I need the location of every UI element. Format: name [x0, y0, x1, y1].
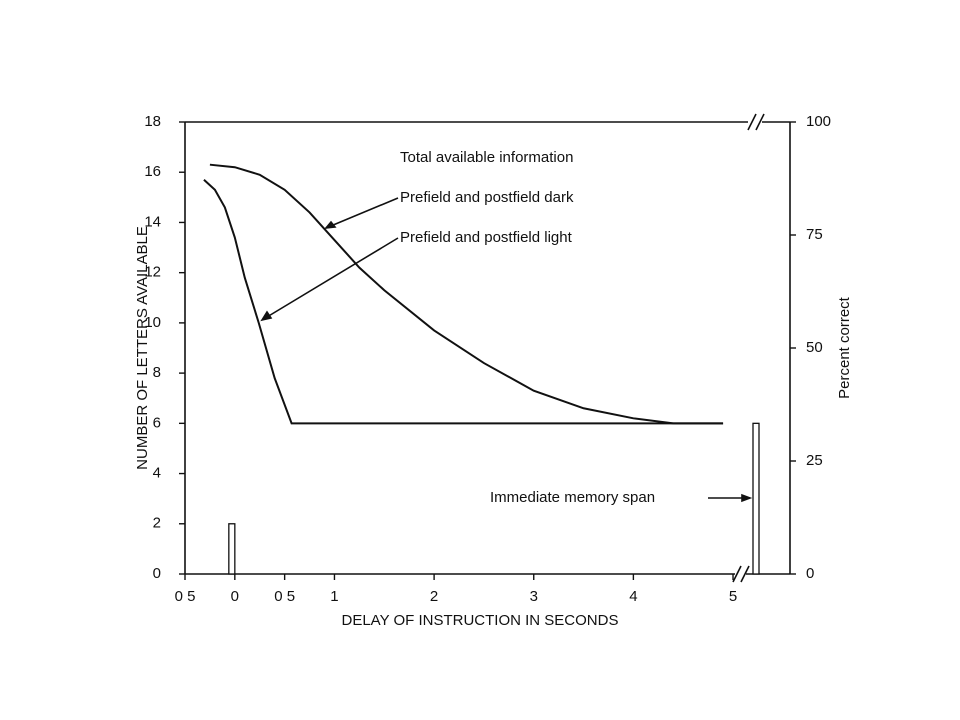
x-tick-label: 1 [330, 588, 338, 605]
y-tick-label: 8 [153, 364, 161, 381]
x-tick-label: 0 5 [175, 588, 196, 605]
series-line [203, 179, 724, 425]
legend-label: Prefield and postfield light [400, 229, 573, 246]
y-tick-label: 16 [144, 163, 161, 180]
annotation: Total available information [400, 149, 573, 166]
annotation: Immediate memory span [490, 489, 655, 506]
y2-tick-label: 50 [806, 339, 823, 356]
y-tick-label: 4 [153, 465, 161, 482]
y2-tick-label: 100 [806, 113, 831, 130]
y-tick-label: 18 [144, 113, 161, 130]
y-tick-label: 10 [144, 314, 161, 331]
x-tick-label: 4 [629, 588, 637, 605]
x-axis-title: DELAY OF INSTRUCTION IN SECONDS [342, 612, 619, 629]
y-axis-title: NUMBER OF LETTERS AVAILABLE [134, 226, 151, 470]
arrows [260, 197, 753, 503]
y2-axis-title: Percent correct [836, 296, 853, 399]
y-tick-label: 6 [153, 414, 161, 431]
series-line [209, 163, 724, 425]
y-tick-label: 0 [153, 565, 161, 582]
memory-span-bar [752, 422, 760, 575]
y-tick-label: 12 [144, 264, 161, 281]
x-tick-label: 3 [530, 588, 538, 605]
y2-tick-label: 0 [806, 565, 814, 582]
legend-label: Prefield and postfield dark [400, 189, 574, 206]
x-tick-label: 5 [729, 588, 737, 605]
x-tick-label: 0 5 [274, 588, 295, 605]
y-tick-label: 2 [153, 515, 161, 532]
y2-tick-label: 75 [806, 226, 823, 243]
y-tick-label: 14 [144, 213, 161, 230]
x-tick-label: 2 [430, 588, 438, 605]
x-tick-label: 0 [231, 588, 239, 605]
y2-tick-label: 25 [806, 452, 823, 469]
bar [228, 523, 236, 575]
